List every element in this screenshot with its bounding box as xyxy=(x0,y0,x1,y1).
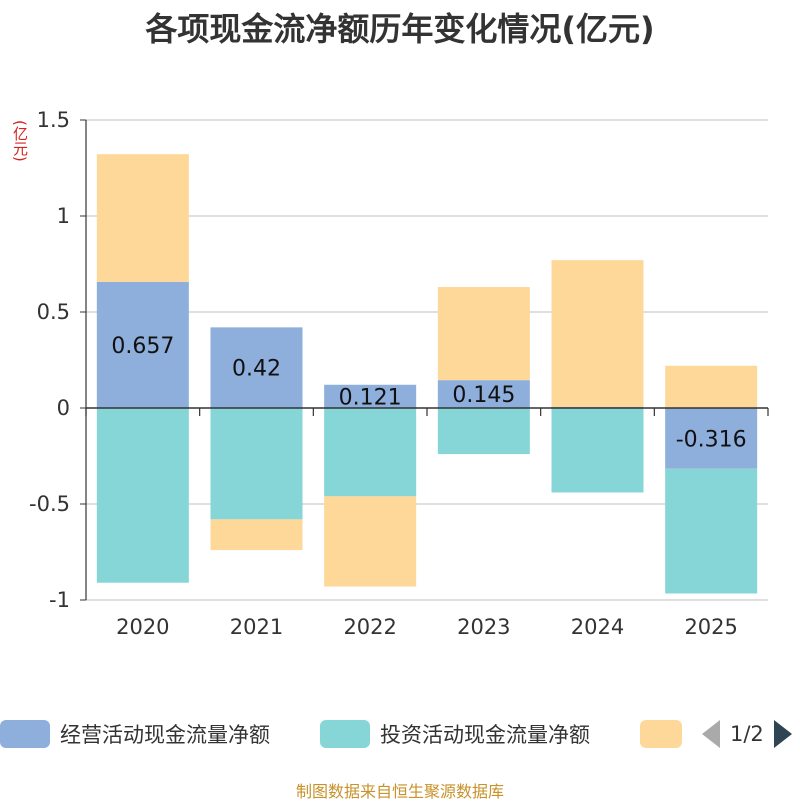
data-label: 0.42 xyxy=(232,357,281,382)
x-tick-label: 2020 xyxy=(116,615,169,639)
x-tick-label: 2024 xyxy=(571,615,624,639)
bar-series0-2020 xyxy=(96,281,189,408)
legend-swatch-investing xyxy=(320,720,370,748)
legend-pager: 1/2 xyxy=(702,712,792,756)
legend-page-indicator: 1/2 xyxy=(730,722,764,746)
bar-series2-2023 xyxy=(437,287,530,381)
y-tick-label: -1 xyxy=(49,588,70,612)
y-tick-label: -0.5 xyxy=(29,492,70,516)
x-tick-label: 2021 xyxy=(230,615,283,639)
data-label: 0.145 xyxy=(452,383,515,408)
bar-series1-2021 xyxy=(210,408,303,520)
bar-series1-2024 xyxy=(551,408,644,493)
legend: 经营活动现金流量净额 投资活动现金流量净额 1/2 xyxy=(0,712,800,756)
bar-series2-2021 xyxy=(210,519,303,551)
legend-item-investing[interactable]: 投资活动现金流量净额 xyxy=(320,712,590,756)
legend-prev-page-icon[interactable] xyxy=(702,720,720,748)
chart-title: 各项现金流净额历年变化情况(亿元) xyxy=(145,10,655,48)
legend-label-operating: 经营活动现金流量净额 xyxy=(60,723,270,747)
y-tick-label: 1.5 xyxy=(37,108,70,132)
legend-next-page-icon[interactable] xyxy=(773,720,792,748)
data-label: -0.316 xyxy=(676,427,747,452)
bar-series1-2020 xyxy=(96,408,189,583)
data-source-note: 制图数据来自恒生聚源数据库 xyxy=(295,782,504,801)
legend-item-financing[interactable] xyxy=(640,712,692,756)
legend-item-operating[interactable]: 经营活动现金流量净额 xyxy=(0,712,270,756)
chart-plot: 1.5 1 0.5 0 -0.5 -1 0.657 2020 0.42 2021 0.121 2022… xyxy=(29,108,769,639)
bar-series2-2024 xyxy=(551,260,644,408)
y-tick-label: 1 xyxy=(57,204,70,228)
y-tick-label: 0.5 xyxy=(37,300,70,324)
bar-series0-2022 xyxy=(324,384,417,408)
data-label: 0.121 xyxy=(339,385,402,410)
x-tick-label: 2022 xyxy=(343,615,396,639)
bar-series0-2025 xyxy=(665,408,758,469)
data-label: 0.657 xyxy=(111,334,174,359)
bar-series1-2022 xyxy=(324,408,417,497)
x-tick-label: 2025 xyxy=(684,615,737,639)
bar-series2-2022 xyxy=(324,496,417,587)
bar-series0-2023 xyxy=(437,380,530,408)
bar-series0-2021 xyxy=(210,327,303,408)
y-axis-unit-label: (亿元) xyxy=(11,120,29,162)
legend-label-investing: 投资活动现金流量净额 xyxy=(380,723,590,747)
bar-series2-2025 xyxy=(665,365,758,408)
bar-series1-2023 xyxy=(437,408,530,455)
bar-series2-2020 xyxy=(96,154,189,282)
y-tick-label: 0 xyxy=(57,396,70,420)
x-tick-label: 2023 xyxy=(457,615,510,639)
legend-swatch-financing xyxy=(640,720,682,748)
bar-series1-2025 xyxy=(665,468,758,594)
legend-swatch-operating xyxy=(0,720,50,748)
